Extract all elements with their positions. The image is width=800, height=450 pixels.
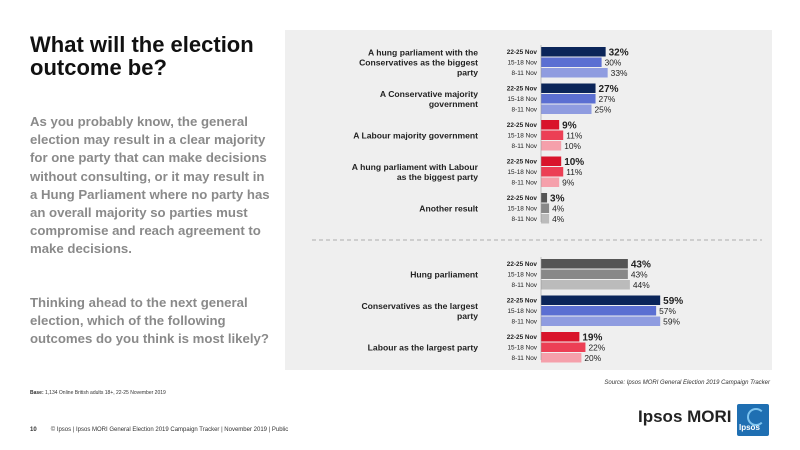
wave-label: 8-11 Nov	[512, 180, 538, 187]
bar	[541, 177, 560, 187]
group-label: A hung parliament with Labour	[352, 162, 479, 172]
wave-label: 15-18 Nov	[508, 272, 538, 279]
group-label: Hung parliament	[410, 269, 478, 279]
group-label: government	[429, 99, 478, 109]
bar	[541, 353, 582, 363]
bar	[541, 167, 564, 177]
wave-label: 8-11 Nov	[512, 355, 538, 362]
wave-label: 15-18 Nov	[508, 206, 538, 213]
base-label: Base:	[30, 390, 44, 396]
value-label: 33%	[611, 68, 628, 78]
value-label: 11%	[566, 130, 583, 140]
value-label: 27%	[599, 84, 619, 95]
wave-label: 22-25 Nov	[507, 49, 538, 56]
ipsos-logo-icon: Ipsos	[737, 404, 769, 436]
value-label: 11%	[566, 167, 583, 177]
value-label: 25%	[595, 104, 612, 114]
value-label: 30%	[605, 57, 622, 67]
wave-label: 22-25 Nov	[507, 298, 538, 305]
chart-panel	[285, 30, 772, 370]
bar	[541, 306, 657, 316]
bar	[541, 94, 596, 104]
bar	[541, 47, 606, 57]
value-label: 43%	[631, 260, 651, 271]
bar	[541, 68, 608, 78]
group-label: as the biggest party	[397, 172, 478, 182]
group-label: A Labour majority government	[353, 130, 478, 140]
question-text: Thinking ahead to the next general elect…	[30, 295, 269, 347]
wave-label: 22-25 Nov	[507, 159, 538, 166]
bar	[541, 156, 562, 166]
bar	[541, 280, 630, 290]
bar	[541, 259, 628, 269]
group-label: Conservatives as the biggest	[359, 57, 478, 67]
bar	[541, 342, 586, 352]
value-label: 9%	[562, 177, 575, 187]
page-number: 10	[30, 427, 37, 433]
value-label: 22%	[588, 342, 605, 352]
wave-label: 8-11 Nov	[512, 282, 538, 289]
wave-label: 15-18 Nov	[508, 60, 538, 67]
wave-label: 8-11 Nov	[512, 107, 538, 114]
group-label: A hung parliament with the	[368, 47, 478, 57]
value-label: 4%	[552, 203, 565, 213]
wave-label: 15-18 Nov	[508, 345, 538, 352]
wave-label: 15-18 Nov	[508, 133, 538, 140]
bar	[541, 57, 602, 67]
wave-label: 15-18 Nov	[508, 169, 538, 176]
bar	[541, 141, 562, 151]
wave-label: 8-11 Nov	[512, 216, 538, 223]
value-label: 43%	[631, 269, 648, 279]
wave-label: 15-18 Nov	[508, 308, 538, 315]
bar	[541, 104, 592, 114]
intro-text: As you probably know, the general electi…	[30, 114, 270, 257]
group-label: party	[457, 67, 478, 77]
bar	[541, 83, 596, 93]
wave-label: 22-25 Nov	[507, 122, 538, 129]
value-label: 32%	[609, 48, 629, 59]
value-label: 10%	[564, 141, 581, 151]
bar	[541, 130, 564, 140]
bar	[541, 214, 550, 224]
wave-label: 22-25 Nov	[507, 334, 538, 341]
wave-label: 8-11 Nov	[512, 70, 538, 77]
value-label: 57%	[659, 306, 676, 316]
wave-label: 8-11 Nov	[512, 143, 538, 150]
value-label: 44%	[633, 280, 650, 290]
group-label: A Conservative majority	[380, 89, 478, 99]
base-text: 1,134 Online British adults 18+, 22-25 N…	[45, 390, 166, 396]
value-label: 3%	[550, 194, 565, 205]
group-label: Another result	[419, 203, 478, 213]
value-label: 9%	[562, 121, 577, 132]
group-label: party	[457, 311, 478, 321]
wave-label: 22-25 Nov	[507, 195, 538, 202]
bar	[541, 269, 628, 279]
wave-label: 22-25 Nov	[507, 261, 538, 268]
value-label: 4%	[552, 214, 565, 224]
value-label: 19%	[582, 333, 602, 344]
ipsos-mori-logo: Ipsos MORI	[638, 407, 732, 426]
wave-label: 22-25 Nov	[507, 86, 538, 93]
footer: 10 © Ipsos | Ipsos MORI General Election …	[30, 427, 288, 433]
group-label: Labour as the largest party	[368, 342, 479, 352]
wave-label: 15-18 Nov	[508, 96, 538, 103]
value-label: 27%	[599, 94, 616, 104]
bar	[541, 332, 580, 342]
wave-label: 8-11 Nov	[512, 319, 538, 326]
bar	[541, 316, 661, 326]
bar	[541, 193, 548, 203]
base-note: Base: 1,134 Online British adults 18+, 2…	[30, 390, 166, 396]
footer-text: © Ipsos | Ipsos MORI General Election 20…	[50, 427, 289, 433]
slide-title: What will the election outcome be?	[30, 32, 254, 80]
bar	[541, 203, 550, 213]
value-label: 59%	[663, 316, 680, 326]
source-note: Source: Ipsos MORI General Election 2019…	[604, 380, 770, 386]
bar	[541, 120, 560, 130]
value-label: 20%	[584, 353, 601, 363]
value-label: 59%	[663, 296, 683, 307]
value-label: 10%	[564, 157, 584, 168]
bar	[541, 295, 661, 305]
group-label: Conservatives as the largest	[361, 301, 478, 311]
